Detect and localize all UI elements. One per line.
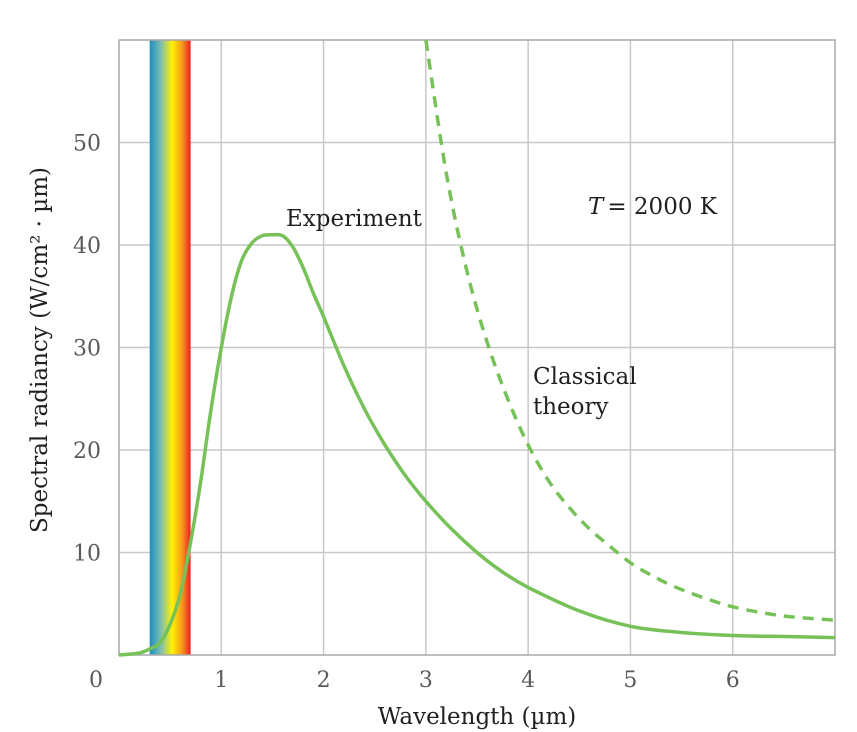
- temperature-symbol: T: [588, 194, 605, 220]
- grid-lines: [119, 40, 835, 655]
- temperature-label: T = 2000 K: [588, 194, 718, 220]
- y-tick-label: 20: [73, 439, 101, 464]
- y-tick-label: 10: [73, 542, 101, 567]
- temperature-value: = 2000 K: [607, 194, 717, 220]
- y-axis-title: Spectral radiancy (W/cm² · µm): [27, 167, 53, 533]
- series-layer: [118, 39, 836, 657]
- experiment-label: Experiment: [286, 206, 423, 232]
- x-tick-label: 1: [214, 668, 228, 693]
- x-axis-title: Wavelength (µm): [378, 704, 577, 730]
- x-tick-label: 5: [623, 668, 637, 693]
- y-tick-label: 30: [73, 337, 101, 362]
- origin-tick-label: 0: [89, 668, 103, 693]
- x-tick-labels: 1 2 3 4 5 6: [214, 668, 739, 693]
- x-tick-label: 2: [317, 668, 331, 693]
- y-tick-label: 50: [73, 132, 101, 157]
- visible-spectrum-band: [149, 40, 191, 655]
- plot-frame: [118, 39, 836, 656]
- experiment-curve: [118, 232, 836, 657]
- x-tick-label: 3: [419, 668, 433, 693]
- classical-theory-curve: [424, 39, 836, 622]
- classical-label-line1: Classical: [533, 364, 637, 390]
- x-tick-label: 4: [521, 668, 535, 693]
- y-tick-labels: 10 20 30 40 50: [73, 132, 101, 567]
- y-tick-label: 40: [73, 234, 101, 259]
- classical-label-line2: theory: [533, 394, 609, 420]
- x-tick-label: 6: [726, 668, 740, 693]
